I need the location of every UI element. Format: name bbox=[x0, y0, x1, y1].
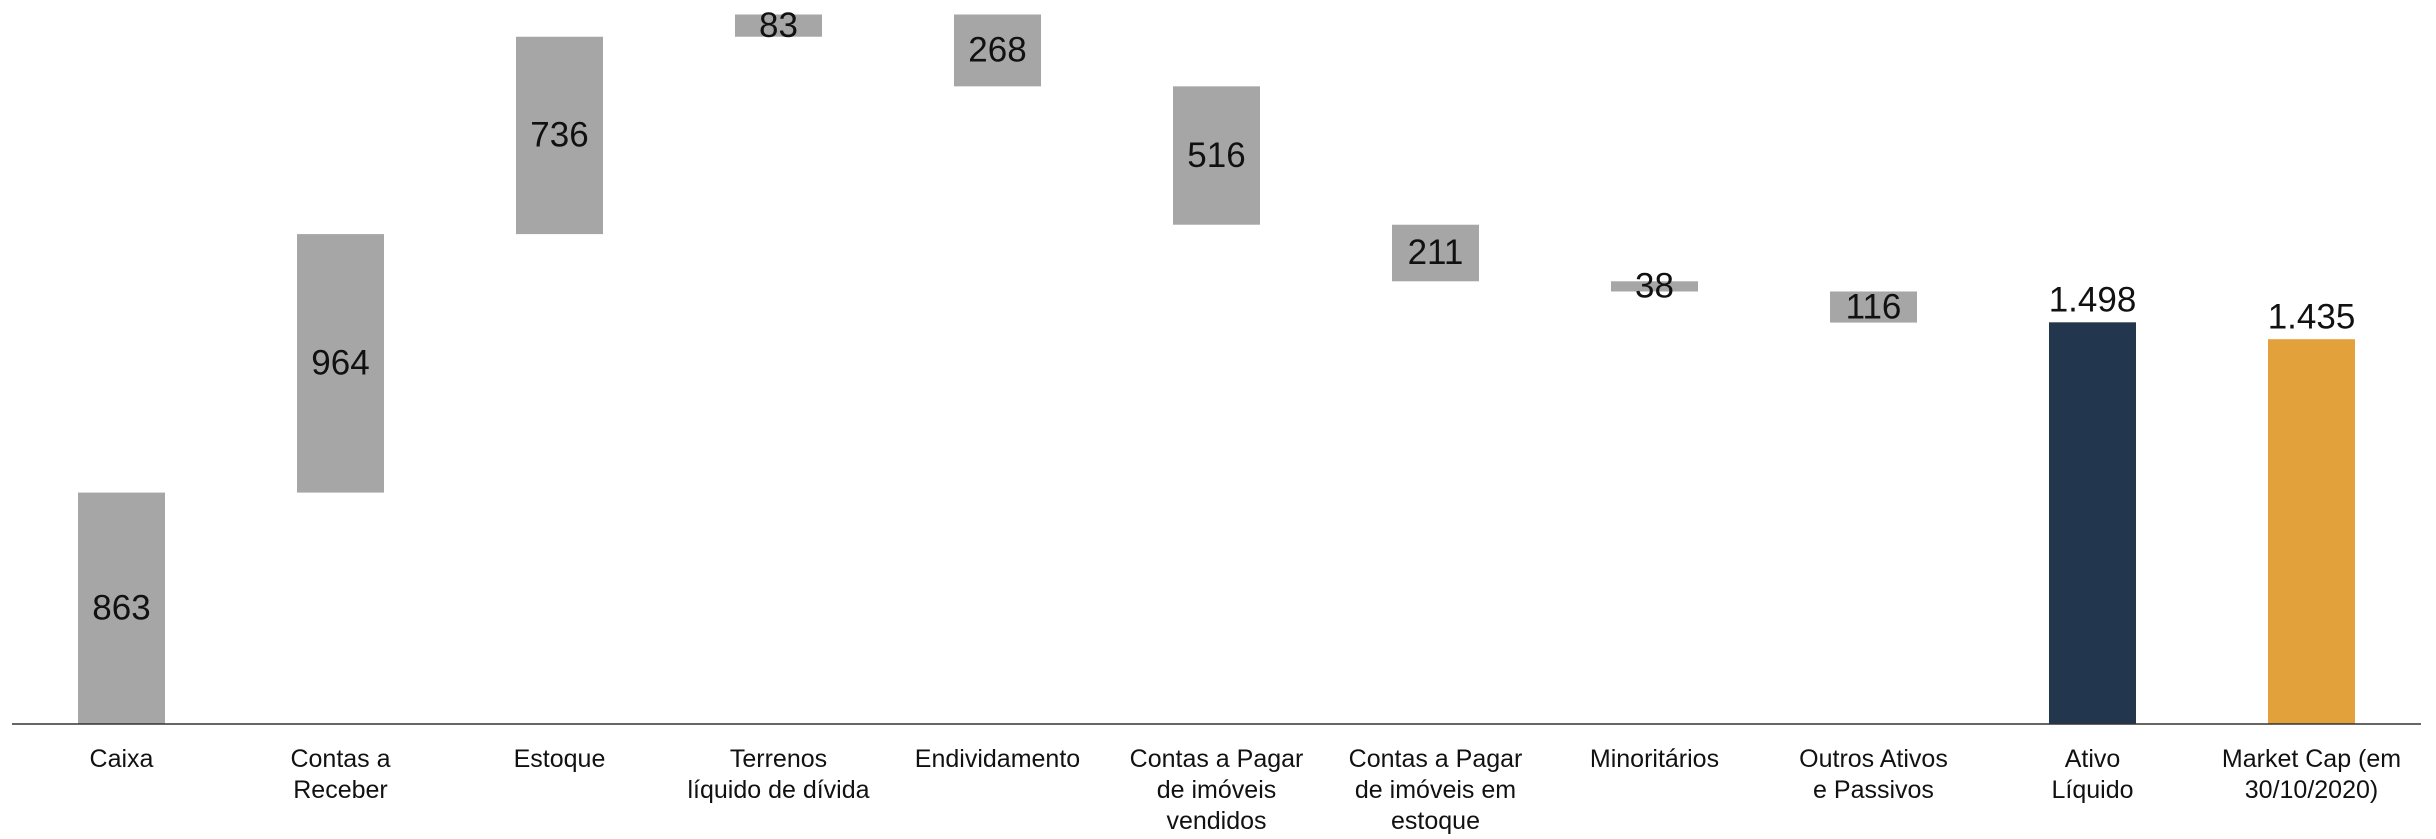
x-tick-label: Endividamento bbox=[914, 745, 1081, 773]
bar bbox=[516, 36, 603, 235]
x-tick-label: Contas a Pagar de imóveis vendidos bbox=[1129, 745, 1304, 835]
value-label: 1.435 bbox=[2268, 297, 2356, 336]
value-label: 83 bbox=[759, 6, 798, 45]
value-label: 268 bbox=[968, 31, 1026, 70]
bar bbox=[1392, 224, 1479, 282]
x-tick-label: Estoque bbox=[513, 745, 606, 773]
x-tick-label: Terrenos líquido de dívida bbox=[687, 745, 870, 804]
bar bbox=[2268, 339, 2355, 724]
x-tick-label: Ativo Líquido bbox=[2051, 745, 2134, 804]
x-tick-label: Market Cap (em 30/10/2020) bbox=[2221, 745, 2402, 804]
value-label: 116 bbox=[1846, 287, 1902, 326]
value-label: 736 bbox=[530, 116, 588, 155]
bar bbox=[297, 234, 384, 493]
bar bbox=[78, 492, 165, 724]
x-tick-label: Contas a Pagar de imóveis em estoque bbox=[1348, 745, 1523, 835]
x-tick-label: Minoritários bbox=[1589, 745, 1720, 773]
value-label: 211 bbox=[1408, 233, 1464, 272]
bar bbox=[735, 14, 822, 37]
bar bbox=[2049, 322, 2136, 724]
bar bbox=[1830, 291, 1917, 323]
x-tick-label: Caixa bbox=[89, 745, 154, 773]
x-tick-label: Outros Ativos e Passivos bbox=[1799, 745, 1948, 804]
x-tick-label: Contas a Receber bbox=[290, 745, 391, 804]
bar bbox=[954, 14, 1041, 87]
value-label: 516 bbox=[1187, 136, 1245, 175]
value-label: 38 bbox=[1635, 267, 1674, 306]
value-label: 863 bbox=[92, 589, 150, 628]
value-label: 1.498 bbox=[2049, 281, 2137, 320]
bar bbox=[1611, 281, 1698, 292]
bar bbox=[1173, 86, 1260, 225]
value-label: 964 bbox=[311, 344, 369, 383]
